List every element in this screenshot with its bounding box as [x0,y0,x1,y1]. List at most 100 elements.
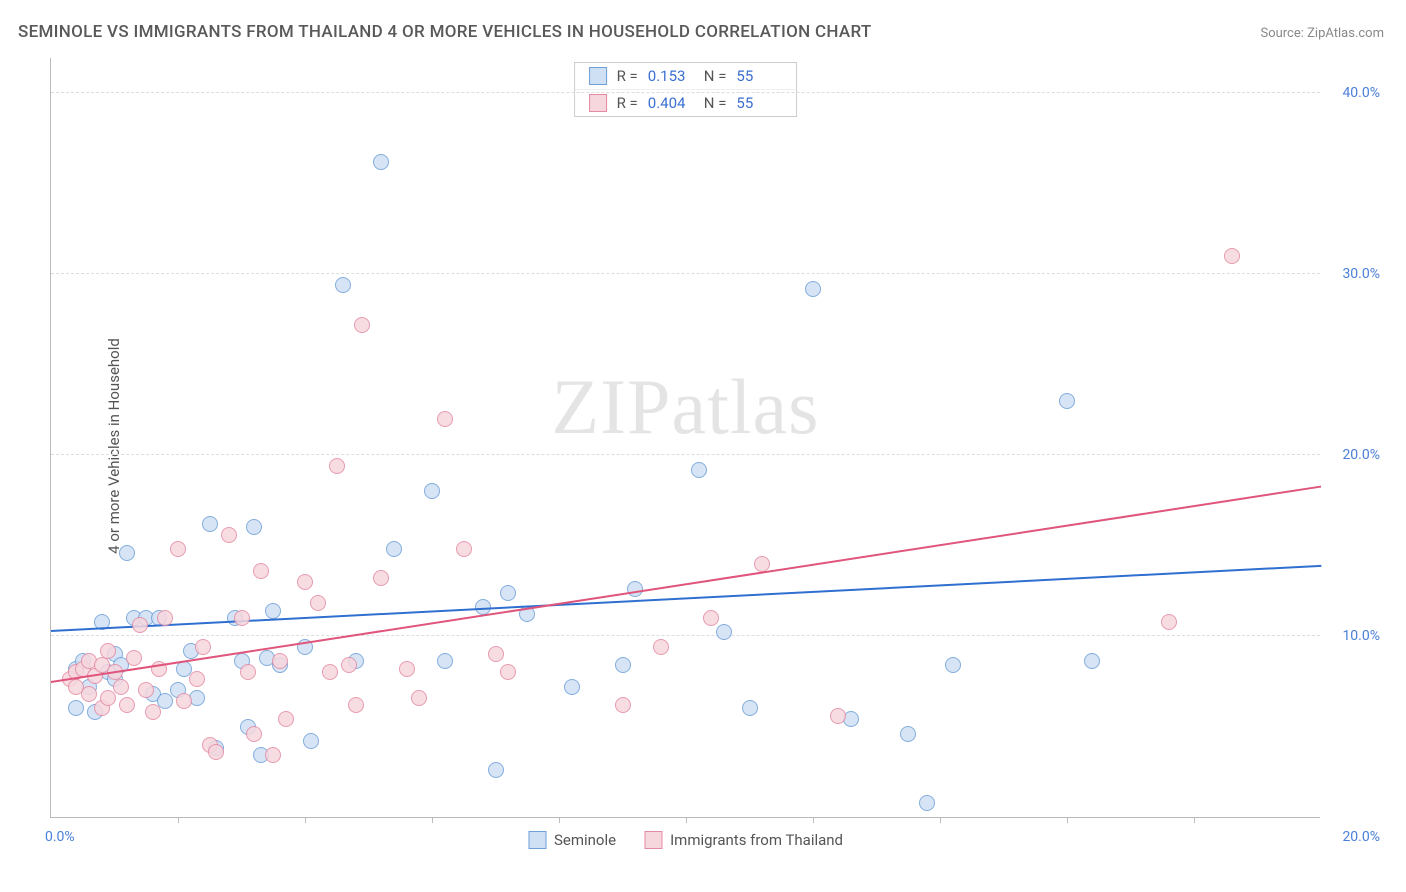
data-point [240,664,256,680]
data-point [126,650,142,666]
data-point [754,556,770,572]
data-point [157,693,173,709]
legend-item: Immigrants from Thailand [644,831,843,849]
data-point [615,657,631,673]
data-point [373,570,389,586]
data-point [627,581,643,597]
data-point [246,726,262,742]
data-point [100,690,116,706]
data-point [919,795,935,811]
legend-swatch [644,831,662,849]
x-tick [305,817,306,823]
data-point [424,483,440,499]
data-point [322,664,338,680]
data-point [68,700,84,716]
data-point [195,639,211,655]
x-tick [178,817,179,823]
data-point [373,154,389,170]
data-point [221,527,237,543]
data-point [170,541,186,557]
grid-line [51,92,1320,93]
x-tick [1194,817,1195,823]
data-point [81,686,97,702]
data-point [145,704,161,720]
data-point [411,690,427,706]
series-swatch [589,94,607,112]
data-point [488,762,504,778]
data-point [341,657,357,673]
x-tick [1067,817,1068,823]
data-point [354,317,370,333]
data-point [278,711,294,727]
data-point [119,545,135,561]
y-tick-label: 20.0% [1342,447,1380,463]
data-point [830,708,846,724]
grid-line [51,454,1320,455]
y-tick-label: 30.0% [1342,266,1380,282]
data-point [437,411,453,427]
data-point [297,574,313,590]
data-point [386,541,402,557]
data-point [234,610,250,626]
legend-swatch [528,831,546,849]
data-point [500,585,516,601]
data-point [329,458,345,474]
data-point [564,679,580,695]
data-point [900,726,916,742]
source-label: Source: ZipAtlas.com [1260,26,1384,41]
legend-label: Seminole [554,831,616,849]
data-point [500,664,516,680]
y-tick-label: 10.0% [1342,628,1380,644]
data-point [805,281,821,297]
x-tick [432,817,433,823]
data-point [100,643,116,659]
plot-area: ZIPatlas R =0.153N =55R =0.404N =55 Semi… [50,58,1320,818]
data-point [176,693,192,709]
data-point [335,277,351,293]
x-tick [686,817,687,823]
data-point [246,519,262,535]
data-point [202,516,218,532]
x-tick [559,817,560,823]
legend-label: Immigrants from Thailand [670,831,843,849]
grid-line [51,635,1320,636]
data-point [615,697,631,713]
data-point [1084,653,1100,669]
data-point [348,697,364,713]
data-point [208,744,224,760]
data-point [310,595,326,611]
legend-item: Seminole [528,831,616,849]
data-point [189,671,205,687]
data-point [138,682,154,698]
legend: Seminole Immigrants from Thailand [528,831,843,849]
series-swatch [589,67,607,85]
grid-line [51,273,1320,274]
x-tick [813,817,814,823]
watermark: ZIPatlas [552,362,820,452]
correlation-stat-box: R =0.153N =55R =0.404N =55 [574,62,798,117]
data-point [157,610,173,626]
x-tick [940,817,941,823]
data-point [437,653,453,669]
data-point [456,541,472,557]
data-point [488,646,504,662]
data-point [703,610,719,626]
data-point [119,697,135,713]
y-tick-label: 40.0% [1342,85,1380,101]
data-point [272,653,288,669]
data-point [399,661,415,677]
data-point [1059,393,1075,409]
data-point [303,733,319,749]
x-min-label: 0.0% [45,829,75,845]
x-max-label: 20.0% [1342,829,1380,845]
data-point [742,700,758,716]
data-point [265,603,281,619]
stat-row: R =0.153N =55 [575,63,797,89]
data-point [113,679,129,695]
data-point [253,563,269,579]
data-point [691,462,707,478]
data-point [1224,248,1240,264]
data-point [265,747,281,763]
trend-line [51,486,1321,683]
data-point [653,639,669,655]
